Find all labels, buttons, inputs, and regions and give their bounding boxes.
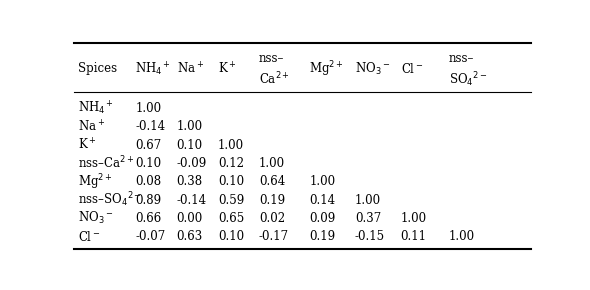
Text: 1.00: 1.00 (401, 212, 427, 225)
Text: 1.00: 1.00 (355, 193, 381, 206)
Text: Ca$^{2+}$: Ca$^{2+}$ (259, 71, 290, 88)
Text: nss–SO$_4$$^{2-}$: nss–SO$_4$$^{2-}$ (78, 191, 142, 209)
Text: 0.63: 0.63 (176, 230, 203, 243)
Text: 1.00: 1.00 (176, 120, 203, 133)
Text: 0.08: 0.08 (136, 175, 162, 188)
Text: -0.09: -0.09 (176, 157, 207, 170)
Text: -0.14: -0.14 (136, 120, 166, 133)
Text: nss–Ca$^{2+}$: nss–Ca$^{2+}$ (78, 155, 135, 172)
Text: 0.12: 0.12 (218, 157, 244, 170)
Text: 1.00: 1.00 (136, 102, 162, 115)
Text: NH$_4$$^+$: NH$_4$$^+$ (136, 60, 172, 77)
Text: 0.14: 0.14 (309, 193, 335, 206)
Text: 1.00: 1.00 (448, 230, 475, 243)
Text: 0.10: 0.10 (218, 175, 244, 188)
Text: -0.15: -0.15 (355, 230, 385, 243)
Text: Mg$^{2+}$: Mg$^{2+}$ (78, 172, 113, 191)
Text: Na$^+$: Na$^+$ (176, 61, 204, 77)
Text: 0.00: 0.00 (176, 212, 203, 225)
Text: SO$_4$$^{2-}$: SO$_4$$^{2-}$ (448, 70, 487, 89)
Text: Cl$^-$: Cl$^-$ (401, 62, 423, 76)
Text: 0.66: 0.66 (136, 212, 162, 225)
Text: 0.64: 0.64 (259, 175, 285, 188)
Text: 0.19: 0.19 (259, 193, 285, 206)
Text: NO$_3$$^-$: NO$_3$$^-$ (78, 210, 114, 226)
Text: 0.19: 0.19 (309, 230, 335, 243)
Text: -0.14: -0.14 (176, 193, 206, 206)
Text: 0.38: 0.38 (176, 175, 203, 188)
Text: 1.00: 1.00 (218, 139, 244, 152)
Text: Spices: Spices (78, 62, 117, 75)
Text: 1.00: 1.00 (259, 157, 285, 170)
Text: 0.67: 0.67 (136, 139, 162, 152)
Text: 0.10: 0.10 (176, 139, 203, 152)
Text: Na$^+$: Na$^+$ (78, 119, 106, 135)
Text: 0.10: 0.10 (218, 230, 244, 243)
Text: 0.37: 0.37 (355, 212, 381, 225)
Text: 0.65: 0.65 (218, 212, 244, 225)
Text: nss–: nss– (448, 52, 474, 65)
Text: NO$_3$$^-$: NO$_3$$^-$ (355, 61, 391, 77)
Text: NH$_4$$^+$: NH$_4$$^+$ (78, 100, 114, 117)
Text: Cl$^-$: Cl$^-$ (78, 230, 101, 244)
Text: K$^+$: K$^+$ (218, 61, 236, 77)
Text: 0.89: 0.89 (136, 193, 162, 206)
Text: K$^+$: K$^+$ (78, 137, 97, 153)
Text: 0.59: 0.59 (218, 193, 244, 206)
Text: 0.09: 0.09 (309, 212, 336, 225)
Text: 0.10: 0.10 (136, 157, 162, 170)
Text: 1.00: 1.00 (309, 175, 335, 188)
Text: Mg$^{2+}$: Mg$^{2+}$ (309, 59, 344, 79)
Text: -0.07: -0.07 (136, 230, 166, 243)
Text: nss–: nss– (259, 52, 284, 65)
Text: -0.17: -0.17 (259, 230, 289, 243)
Text: 0.11: 0.11 (401, 230, 427, 243)
Text: 0.02: 0.02 (259, 212, 285, 225)
